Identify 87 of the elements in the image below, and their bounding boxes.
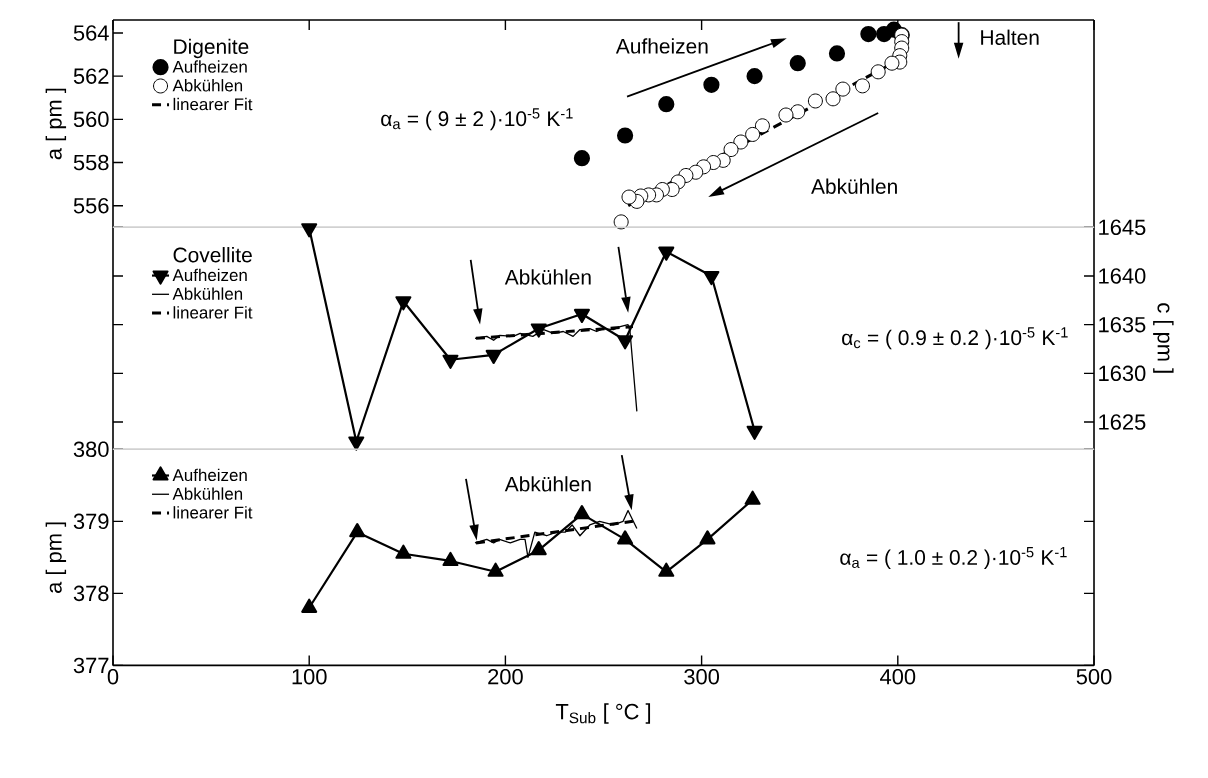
x-tick-label: 100 <box>292 668 327 685</box>
point <box>828 45 846 62</box>
point <box>744 490 761 505</box>
point <box>884 55 900 71</box>
point <box>442 354 459 369</box>
point <box>870 64 886 80</box>
legend-label: Abkühlen <box>172 79 243 92</box>
point <box>723 142 739 158</box>
y2-tick-label: 1640 <box>1099 268 1146 284</box>
annotation: Abkühlen <box>504 476 591 492</box>
x-tick-label: 500 <box>1076 668 1112 685</box>
point <box>573 150 591 167</box>
legend-title: Covellite <box>173 247 252 263</box>
y-tick-label: 560 <box>73 111 109 128</box>
point <box>621 189 637 205</box>
annotation: Abkühlen <box>811 178 897 194</box>
y2-tick-label: 1625 <box>1099 414 1146 430</box>
y2-tick-label: 1635 <box>1099 316 1146 333</box>
y-tick-label: 378 <box>73 585 109 602</box>
y-tick-label: 558 <box>73 154 109 171</box>
legend-label: Aufheizen <box>172 468 247 482</box>
point <box>349 523 366 538</box>
y-tick-label: 562 <box>73 68 109 84</box>
point <box>745 126 761 142</box>
point <box>530 323 547 338</box>
legend-label: Abkühlen <box>172 487 243 500</box>
legend-label: Abkühlen <box>172 287 243 300</box>
point <box>778 107 794 123</box>
legend-label: linearer Fit <box>173 506 253 519</box>
x-tick-label: 300 <box>684 668 720 685</box>
point <box>790 104 806 120</box>
y2-tick-label: 1645 <box>1099 219 1146 236</box>
point <box>854 78 870 94</box>
point <box>617 530 634 545</box>
point <box>617 335 634 350</box>
legend-label: Aufheizen <box>172 60 247 73</box>
x-tick-label: 200 <box>488 668 523 685</box>
y2-tick-label: 1630 <box>1099 365 1146 382</box>
annotation: α$_{a}$ = ( 1.0 ± 0.2 )·10$^{-5}$ K$^{-1}$ <box>840 547 1067 570</box>
point <box>301 598 318 613</box>
point <box>835 81 851 97</box>
annotation: Halten <box>981 29 1039 45</box>
point <box>789 55 806 72</box>
point <box>573 308 590 324</box>
annotation: α$_{c}$ = ( 0.9 ± 0.2 )·10$^{-5}$ K$^{-1}$ <box>842 327 1068 350</box>
point <box>348 436 365 451</box>
point <box>807 93 823 109</box>
point <box>733 134 749 150</box>
y2-axis-title: c [ pm ] <box>1153 303 1174 373</box>
x-tick-label: 400 <box>880 668 916 685</box>
point <box>699 530 716 545</box>
point <box>860 25 877 43</box>
point <box>487 562 504 577</box>
point <box>395 296 412 311</box>
point <box>573 505 590 520</box>
legend-label: linearer Fit <box>173 97 253 111</box>
point <box>301 223 318 238</box>
point <box>746 68 763 85</box>
annotation: Abkühlen <box>504 269 591 285</box>
point <box>395 544 412 559</box>
point <box>703 76 720 93</box>
point <box>658 562 675 577</box>
y-tick-label: 377 <box>73 657 109 674</box>
point <box>530 541 547 556</box>
annotation: α$_{a}$ = ( 9 ± 2 )·10$^{-5}$ K$^{-1}$ <box>381 108 573 131</box>
y-tick-label: 564 <box>73 25 109 41</box>
point <box>442 551 459 567</box>
point <box>616 127 634 144</box>
point <box>658 96 675 113</box>
point <box>658 246 675 261</box>
y-axis-title: a [ pm ] <box>45 522 67 593</box>
legend-label: linearer Fit <box>173 306 253 319</box>
point <box>825 91 841 107</box>
annotation: Aufheizen <box>615 38 708 54</box>
legend-title: Digenite <box>174 38 249 59</box>
point <box>613 214 629 230</box>
x-axis-title: T$_{Sub}$ [ °C ] <box>555 703 651 724</box>
point <box>754 118 770 134</box>
y-axis-title: a [ pm ] <box>45 88 67 160</box>
y-tick-label: 380 <box>73 441 109 458</box>
x-tick-label: 0 <box>107 668 119 685</box>
legend-label: Aufheizen <box>172 268 247 282</box>
y-tick-label: 556 <box>73 197 109 214</box>
point <box>485 349 502 364</box>
y-tick-label: 379 <box>73 513 109 530</box>
point <box>703 270 720 286</box>
point <box>746 425 763 440</box>
